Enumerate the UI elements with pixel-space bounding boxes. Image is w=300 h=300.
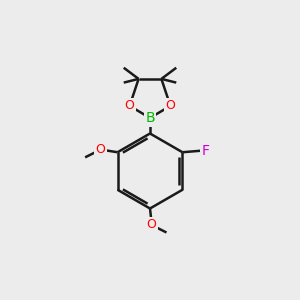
Text: O: O bbox=[125, 99, 134, 112]
Text: O: O bbox=[147, 218, 156, 232]
Text: O: O bbox=[95, 143, 105, 156]
Text: B: B bbox=[145, 111, 155, 125]
Text: O: O bbox=[166, 99, 175, 112]
Text: F: F bbox=[202, 144, 210, 158]
